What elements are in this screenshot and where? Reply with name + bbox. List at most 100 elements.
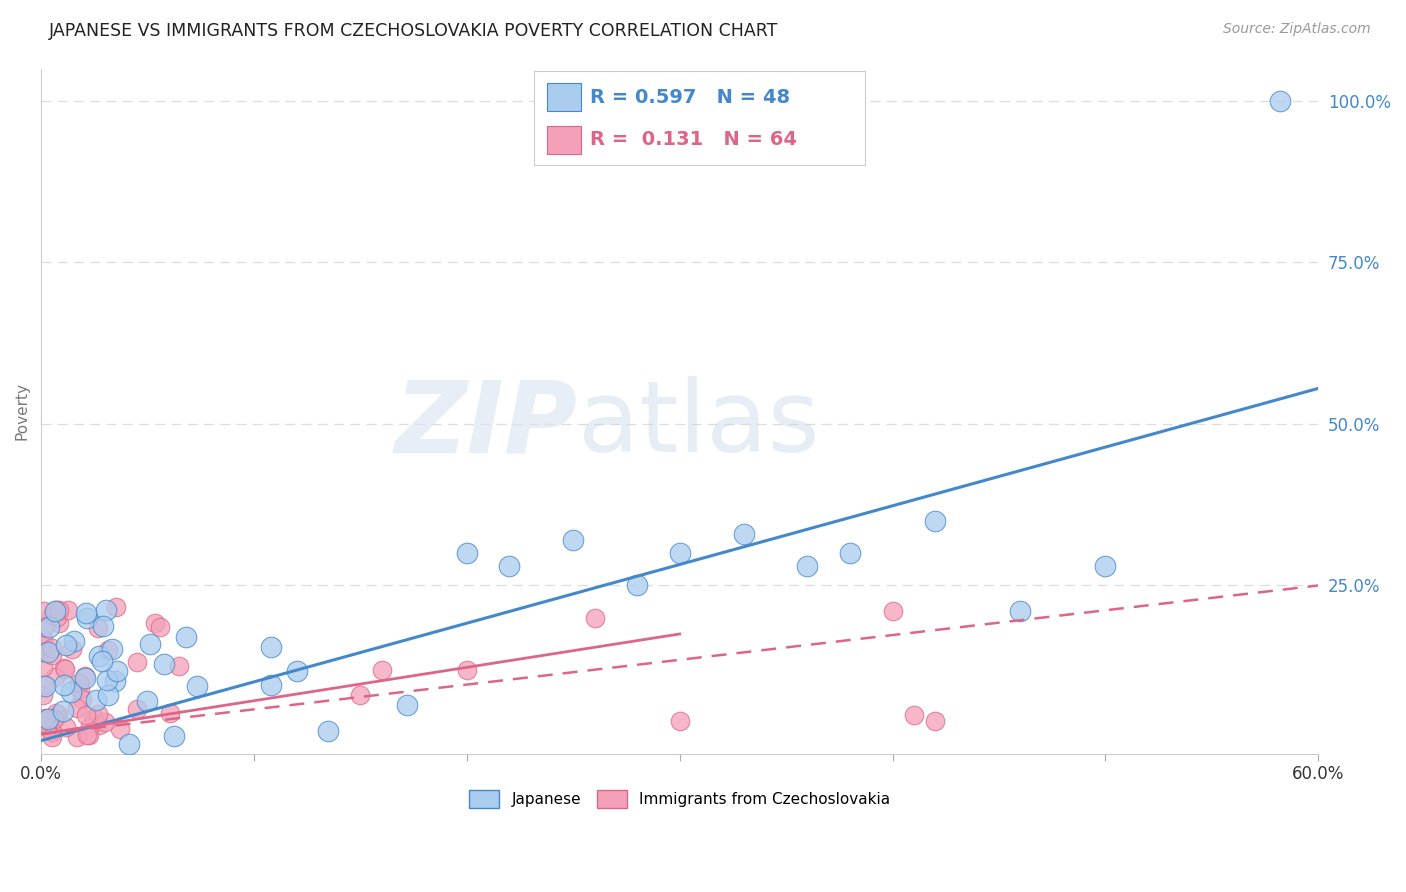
Point [110,722,132,736]
Point [456,663,478,677]
Text: R = 0.597   N = 48: R = 0.597 N = 48 [591,87,790,107]
Point [37,712,59,726]
Point [32,678,55,692]
Text: ZIP: ZIP [395,376,578,474]
Point [924,514,946,528]
Point [733,526,755,541]
Bar [547,126,581,153]
Point [32,688,55,702]
Point [67,675,90,690]
Point [60,685,83,699]
Point [42,713,65,727]
Point [370,663,392,677]
Point [45,602,67,616]
Point [395,698,418,713]
Point [104,673,127,688]
Point [41,648,63,662]
Point [32,632,55,646]
Point [32,645,55,659]
Point [58,602,80,616]
Point [83,711,105,725]
Point [118,737,141,751]
Point [34,711,56,725]
Point [45,706,67,721]
Point [839,546,862,560]
Point [32,604,55,618]
Point [76,728,98,742]
Point [55,638,77,652]
Point [153,657,176,672]
Point [456,546,478,560]
Point [1268,94,1291,108]
Point [125,656,148,670]
Point [96,673,118,687]
Point [41,608,63,623]
Point [44,670,66,684]
Point [583,611,606,625]
Point [79,719,101,733]
Point [668,546,690,560]
Point [1094,559,1116,574]
Point [174,630,197,644]
Point [41,724,63,739]
Point [159,706,181,721]
Point [924,714,946,729]
Point [73,669,96,683]
Point [32,620,55,634]
Point [260,678,283,692]
Point [87,621,110,635]
Text: atlas: atlas [578,376,820,474]
Point [86,693,108,707]
Point [41,731,63,745]
Point [349,689,371,703]
Bar [547,83,581,111]
Point [37,645,59,659]
Point [626,578,648,592]
Point [163,730,186,744]
Point [1010,604,1032,618]
Point [167,659,190,673]
Point [101,642,124,657]
Point [186,680,208,694]
Point [46,707,69,722]
Point [39,721,62,735]
Point [66,730,89,744]
Point [287,664,309,678]
Point [87,648,110,663]
Point [53,677,76,691]
Point [75,708,97,723]
Point [32,639,55,653]
Point [105,664,128,678]
Point [60,642,83,657]
Text: R =  0.131   N = 64: R = 0.131 N = 64 [591,130,797,149]
Point [498,559,520,574]
Point [41,640,63,655]
Point [87,706,110,721]
Point [69,682,91,697]
Point [35,718,58,732]
Point [562,533,585,548]
Point [32,660,55,674]
Point [318,724,340,739]
Point [66,700,89,714]
Point [55,720,77,734]
Point [34,679,56,693]
Point [260,640,283,654]
Point [73,671,96,685]
Point [52,704,75,718]
Point [53,662,76,676]
Point [70,691,93,706]
Point [668,714,690,729]
Point [149,620,172,634]
Point [38,620,60,634]
Point [94,714,117,729]
Point [46,610,69,624]
Point [90,655,112,669]
Point [41,724,63,739]
Point [77,727,100,741]
Point [75,606,97,620]
Point [143,615,166,630]
Point [97,688,120,702]
Point [48,615,70,630]
Point [32,713,55,727]
